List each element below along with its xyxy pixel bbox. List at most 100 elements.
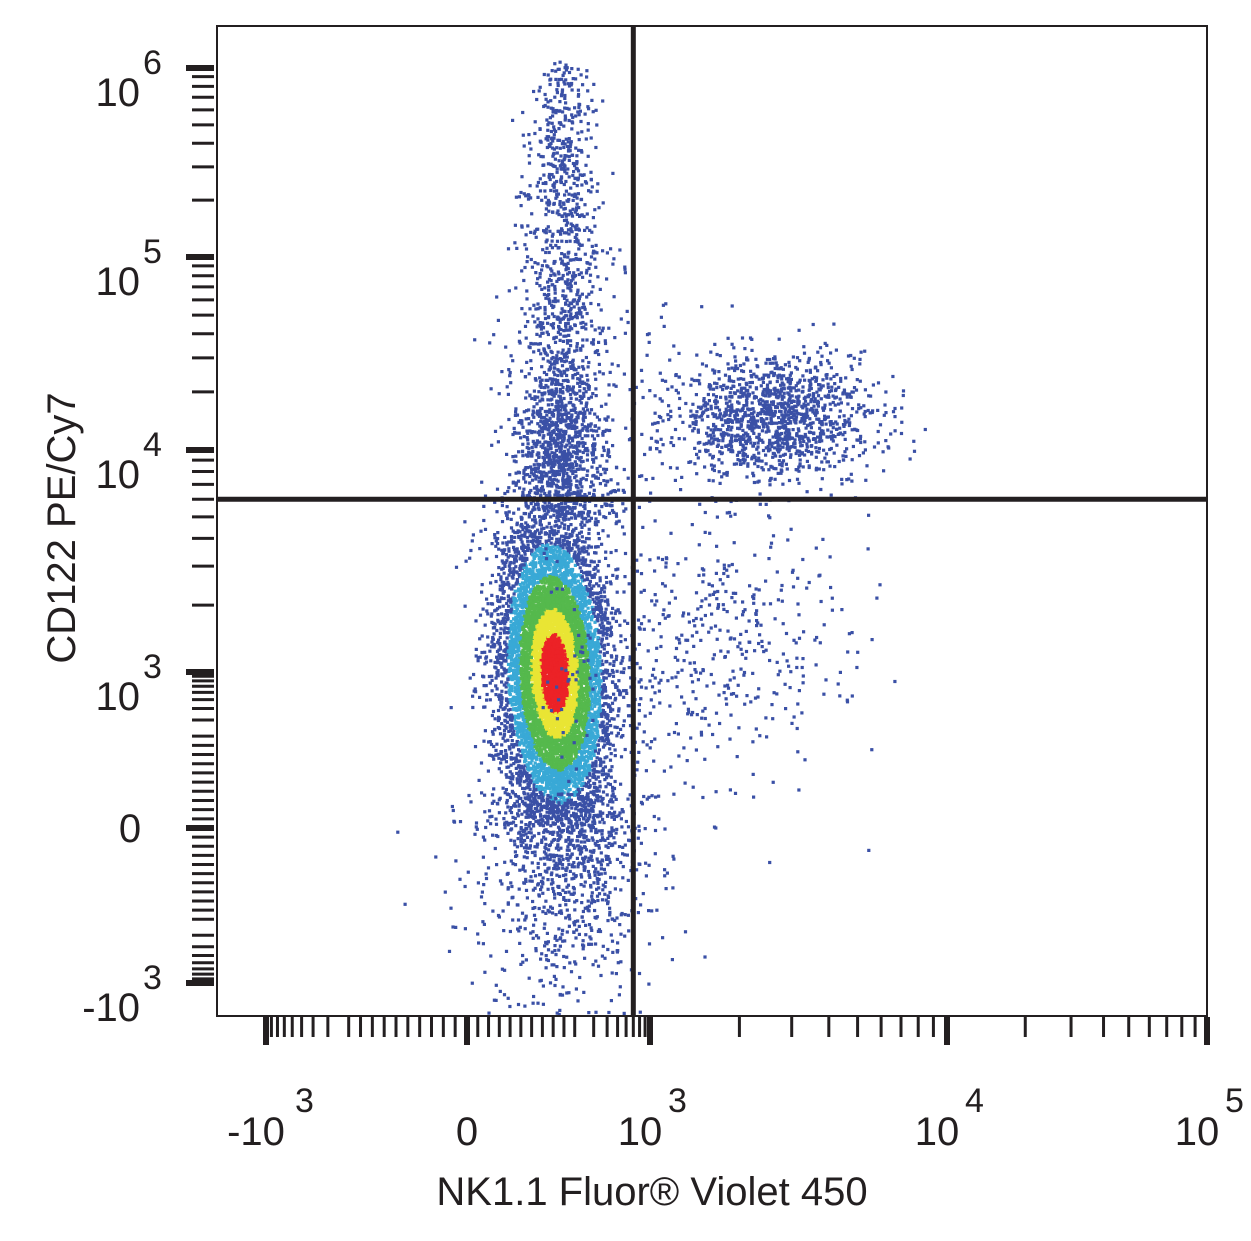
event-dot (568, 856, 572, 860)
event-dot (489, 581, 493, 585)
event-dot (597, 829, 601, 833)
event-dot (539, 806, 543, 810)
event-dot (492, 645, 496, 649)
event-dot (595, 756, 599, 760)
event-dot (533, 574, 537, 578)
event-dot (613, 754, 617, 758)
event-dot (571, 660, 575, 665)
event-dot (532, 729, 537, 733)
event-dot (521, 601, 525, 606)
event-dot (553, 548, 557, 552)
event-dot (576, 844, 580, 848)
event-dot (610, 806, 614, 810)
event-dot (596, 870, 600, 874)
event-dot (534, 535, 538, 540)
event-dot (538, 802, 543, 806)
event-dot (604, 715, 608, 719)
event-dot (559, 762, 564, 766)
event-dot (557, 519, 561, 523)
event-dot (527, 515, 531, 519)
event-dot (512, 489, 516, 493)
event-dot (539, 888, 543, 892)
event-dot (597, 672, 601, 676)
event-dot (517, 735, 521, 739)
event-dot (544, 770, 548, 774)
event-dot (622, 689, 626, 693)
event-dot (583, 613, 587, 617)
event-dot (585, 643, 589, 647)
event-dot (605, 628, 609, 633)
event-dot (587, 780, 591, 784)
event-dot (548, 588, 552, 592)
event-dot (609, 707, 613, 711)
event-dot (497, 767, 501, 771)
event-dot (491, 636, 495, 640)
event-dot (562, 687, 566, 691)
event-dot (602, 676, 606, 680)
event-dot (580, 561, 584, 566)
event-dot (521, 786, 525, 790)
event-dot (524, 521, 528, 525)
event-dot (522, 780, 526, 784)
event-dot (509, 619, 513, 624)
event-dot (501, 541, 505, 545)
event-dot (553, 793, 557, 797)
event-dot (577, 808, 581, 812)
event-dot (508, 770, 512, 774)
event-dot (499, 693, 503, 697)
event-dot (528, 709, 532, 713)
event-dot (486, 602, 490, 606)
event-dot (590, 712, 594, 716)
event-dot (596, 476, 600, 480)
event-dot (529, 582, 533, 586)
event-dot (463, 604, 467, 608)
event-dot (515, 687, 520, 691)
event-dot (514, 481, 519, 485)
event-dot (568, 740, 572, 744)
event-dot (575, 533, 579, 537)
event-dot (527, 530, 531, 534)
event-dot (528, 748, 532, 752)
event-dot (529, 561, 533, 565)
event-dot (544, 782, 549, 786)
event-dot (490, 640, 494, 644)
event-dot (525, 812, 529, 816)
event-dot (587, 611, 592, 615)
event-dot (614, 619, 618, 623)
event-dot (605, 755, 609, 759)
event-dot (585, 563, 589, 567)
event-dot (585, 703, 589, 707)
event-dot (605, 726, 610, 730)
event-dot (561, 771, 565, 775)
event-dot (529, 827, 533, 831)
event-dot (490, 573, 494, 577)
event-dots (396, 60, 927, 1017)
event-dot (598, 687, 603, 692)
event-dot (520, 571, 525, 576)
event-dot (524, 624, 528, 628)
event-dot (601, 678, 605, 682)
event-dot (611, 743, 615, 747)
event-dot (598, 695, 602, 699)
event-dot (512, 567, 516, 571)
event-dot (560, 785, 564, 790)
event-dot (592, 600, 596, 604)
event-dot (596, 665, 600, 669)
event-dot (495, 742, 499, 746)
event-dot (577, 547, 581, 551)
event-dot (514, 804, 518, 808)
event-dot (615, 814, 619, 819)
event-dot (471, 694, 475, 698)
event-dot (531, 518, 535, 522)
event-dot (553, 810, 557, 814)
event-dot (595, 619, 599, 623)
event-dot (627, 666, 631, 670)
event-dot (494, 748, 498, 752)
event-dot (590, 618, 594, 622)
event-dot (483, 527, 488, 531)
event-dot (601, 769, 605, 773)
event-dot (509, 526, 514, 530)
event-dot (604, 676, 608, 680)
event-dot (549, 824, 553, 828)
event-dot (528, 744, 532, 748)
